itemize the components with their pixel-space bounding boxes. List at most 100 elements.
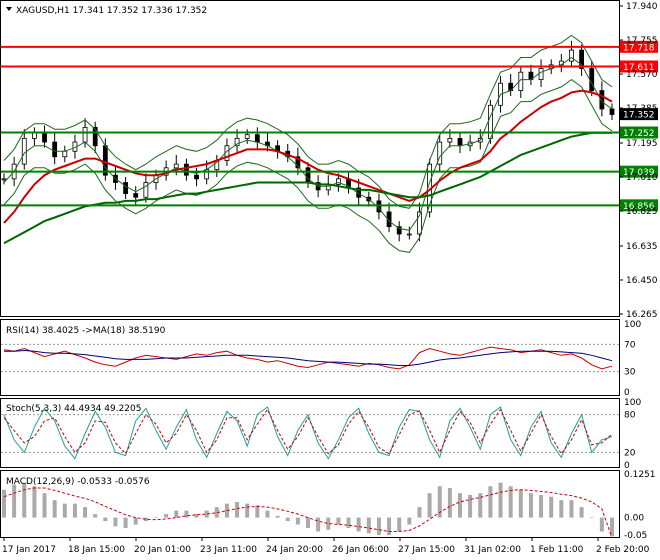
candle-body[interactable] bbox=[92, 126, 98, 147]
macd-histogram-bar[interactable] bbox=[518, 489, 523, 518]
macd-histogram-bar[interactable] bbox=[184, 510, 189, 518]
candle-body[interactable] bbox=[52, 141, 58, 158]
macd-histogram-bar[interactable] bbox=[397, 517, 402, 532]
macd-histogram-bar[interactable] bbox=[549, 496, 554, 518]
candle-body[interactable] bbox=[417, 211, 422, 235]
macd-histogram-bar[interactable] bbox=[204, 510, 209, 518]
macd-histogram-bar[interactable] bbox=[437, 486, 442, 518]
candle-body[interactable] bbox=[194, 174, 199, 180]
macd-histogram-bar[interactable] bbox=[610, 517, 614, 537]
time-tick-label: 31 Jan 02:00 bbox=[464, 545, 521, 555]
candle-body[interactable] bbox=[1, 178, 7, 181]
macd-histogram-bar[interactable] bbox=[579, 507, 584, 518]
macd-histogram-bar[interactable] bbox=[133, 517, 138, 525]
macd-histogram-bar[interactable] bbox=[376, 517, 381, 535]
macd-histogram-bar[interactable] bbox=[488, 486, 493, 518]
candle-body[interactable] bbox=[437, 141, 443, 165]
candle-body[interactable] bbox=[335, 178, 341, 185]
macd-histogram-bar[interactable] bbox=[62, 503, 67, 518]
candle-body[interactable] bbox=[457, 137, 463, 147]
macd-histogram-bar[interactable] bbox=[12, 484, 17, 518]
candle-body[interactable] bbox=[21, 137, 27, 165]
candle-body[interactable] bbox=[42, 132, 47, 143]
macd-histogram-bar[interactable] bbox=[235, 501, 240, 518]
macd-histogram-bar[interactable] bbox=[508, 486, 513, 518]
macd-histogram-bar[interactable] bbox=[42, 493, 47, 518]
macd-histogram-bar[interactable] bbox=[72, 503, 77, 518]
macd-histogram-bar[interactable] bbox=[285, 517, 290, 522]
macd-histogram-bar[interactable] bbox=[52, 500, 57, 518]
macd-histogram-bar[interactable] bbox=[224, 503, 229, 518]
candle-body[interactable] bbox=[32, 132, 37, 139]
candle-body[interactable] bbox=[609, 108, 615, 115]
macd-tick-label: 0.00 bbox=[624, 514, 644, 524]
candle-body[interactable] bbox=[234, 137, 240, 147]
macd-histogram-bar[interactable] bbox=[569, 500, 574, 518]
macd-histogram-bar[interactable] bbox=[154, 517, 158, 519]
macd-histogram-bar[interactable] bbox=[387, 517, 392, 535]
macd-histogram-bar[interactable] bbox=[174, 510, 179, 518]
macd-histogram-bar[interactable] bbox=[316, 517, 321, 532]
macd-histogram-bar[interactable] bbox=[32, 486, 37, 518]
macd-histogram-bar[interactable] bbox=[93, 514, 98, 518]
macd-histogram-bar[interactable] bbox=[539, 494, 544, 518]
macd-histogram-bar[interactable] bbox=[265, 510, 270, 518]
macd-histogram-bar[interactable] bbox=[214, 507, 219, 518]
macd-histogram-bar[interactable] bbox=[143, 517, 148, 522]
candle-body[interactable] bbox=[396, 226, 402, 235]
stoch-panel[interactable] bbox=[1, 406, 619, 460]
macd-histogram-bar[interactable] bbox=[326, 517, 331, 530]
macd-histogram-bar[interactable] bbox=[123, 517, 128, 529]
candle-body[interactable] bbox=[143, 182, 149, 198]
candle-body[interactable] bbox=[538, 68, 544, 80]
macd-histogram-bar[interactable] bbox=[447, 487, 452, 518]
macd-histogram-bar[interactable] bbox=[295, 517, 300, 525]
candle-body[interactable] bbox=[254, 134, 260, 143]
macd-histogram-bar[interactable] bbox=[498, 482, 503, 518]
macd-histogram-bar[interactable] bbox=[417, 507, 422, 518]
time-tick-label: 23 Jan 11:00 bbox=[200, 545, 257, 555]
macd-histogram-bar[interactable] bbox=[255, 505, 260, 518]
macd-histogram-bar[interactable] bbox=[103, 517, 108, 522]
candle-body[interactable] bbox=[447, 137, 453, 143]
macd-histogram-bar[interactable] bbox=[245, 503, 250, 518]
candle-body[interactable] bbox=[123, 182, 128, 194]
candle-body[interactable] bbox=[133, 193, 139, 198]
macd-histogram-bar[interactable] bbox=[458, 493, 462, 518]
macd-histogram-bar[interactable] bbox=[468, 494, 473, 518]
candle-body[interactable] bbox=[579, 49, 584, 69]
triangle-down-icon[interactable] bbox=[6, 7, 12, 11]
macd-histogram-bar[interactable] bbox=[164, 514, 169, 518]
macd-panel[interactable] bbox=[2, 482, 614, 538]
macd-histogram-bar[interactable] bbox=[336, 517, 341, 525]
macd-histogram-bar[interactable] bbox=[2, 489, 6, 518]
candle-body[interactable] bbox=[62, 150, 68, 158]
macd-histogram-bar[interactable] bbox=[306, 517, 310, 529]
candle-body[interactable] bbox=[599, 90, 605, 110]
candle-body[interactable] bbox=[589, 68, 595, 91]
candle-body[interactable] bbox=[295, 156, 301, 169]
macd-histogram-bar[interactable] bbox=[346, 517, 351, 529]
macd-histogram-bar[interactable] bbox=[589, 517, 594, 519]
macd-histogram-bar[interactable] bbox=[83, 507, 88, 518]
macd-histogram-bar[interactable] bbox=[356, 517, 361, 532]
macd-histogram-bar[interactable] bbox=[528, 493, 533, 518]
macd-histogram-bar[interactable] bbox=[427, 493, 432, 518]
price-panel[interactable]: 17.718 17.611 17.252 17.039 16.856 17.352 bbox=[1, 34, 658, 253]
macd-histogram-bar[interactable] bbox=[599, 517, 604, 532]
macd-histogram-bar[interactable] bbox=[407, 517, 412, 525]
macd-histogram-bar[interactable] bbox=[478, 493, 483, 518]
candle-body[interactable] bbox=[244, 134, 250, 139]
macd-histogram-bar[interactable] bbox=[366, 517, 371, 534]
candle-body[interactable] bbox=[569, 49, 574, 62]
macd-histogram-bar[interactable] bbox=[113, 517, 118, 527]
macd-histogram-bar[interactable] bbox=[194, 514, 199, 518]
macd-histogram-bar[interactable] bbox=[22, 482, 27, 518]
candle-body[interactable] bbox=[82, 126, 88, 143]
rsi-panel[interactable] bbox=[1, 343, 619, 373]
macd-histogram-bar[interactable] bbox=[559, 500, 564, 518]
candle-body[interactable] bbox=[183, 163, 189, 176]
candle-body[interactable] bbox=[406, 233, 412, 236]
macd-histogram-bar[interactable] bbox=[275, 515, 280, 518]
